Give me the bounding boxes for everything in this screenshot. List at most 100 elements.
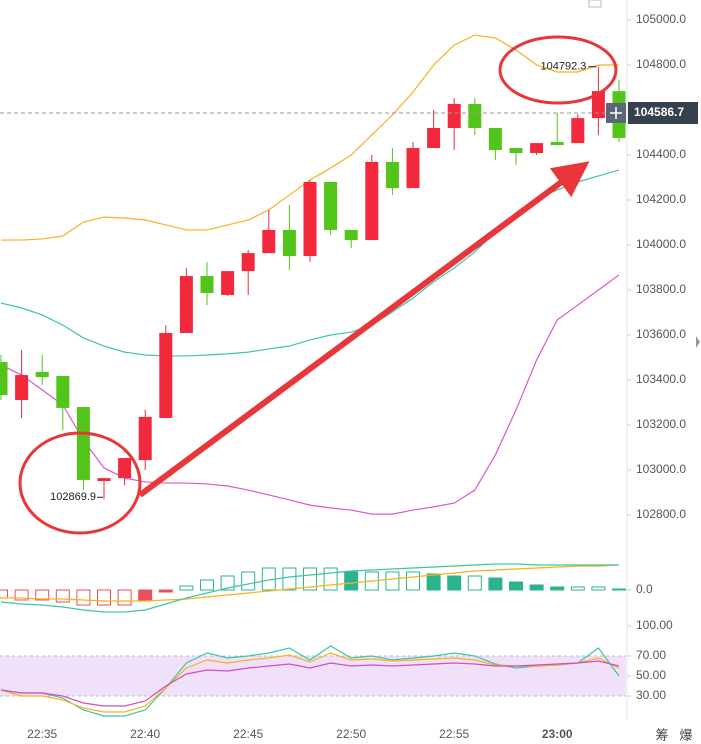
y-tick-label: 103200.0: [636, 417, 686, 431]
indicator-line: [1, 564, 620, 602]
indicator-line: [0, 660, 620, 707]
histogram-bar: [467, 575, 482, 591]
candle-body: [97, 478, 111, 482]
candle-body: [200, 276, 214, 293]
candle-body: [0, 362, 8, 396]
candle-body: [282, 229, 296, 257]
main-panel: [0, 34, 626, 717]
y-tick-label: 100.00: [636, 618, 673, 632]
histogram-bar: [282, 567, 297, 591]
candle-body: [530, 143, 544, 153]
indicator-line: [0, 274, 620, 515]
histogram-bar: [117, 589, 132, 606]
highlight-ellipse: [18, 431, 142, 535]
x-tick-label: 22:45: [233, 727, 263, 741]
histogram-bar: [138, 589, 153, 601]
histogram-bar: [200, 579, 214, 591]
last-price-box: [628, 101, 698, 124]
low-annotation: 102869.9: [50, 491, 96, 503]
candle-body: [303, 182, 317, 257]
x-tick-label: 23:00: [542, 727, 573, 741]
y-tick-label: 50.00: [636, 668, 666, 682]
candle-body: [385, 161, 399, 189]
histogram-bar: [241, 571, 256, 591]
indicator-line: [0, 645, 620, 717]
candle-body: [179, 276, 193, 333]
histogram-bar: [612, 588, 626, 591]
candle-body: [344, 229, 358, 241]
histogram-bar: [509, 581, 523, 591]
histogram-bar: [303, 567, 317, 591]
highlight-ellipse: [498, 35, 618, 105]
histogram-bar: [76, 589, 91, 606]
y-tick-label: 103400.0: [636, 372, 686, 386]
candle-body: [509, 148, 523, 153]
histogram-bar: [591, 586, 606, 591]
trend-arrow: [138, 161, 590, 498]
toolbar-button[interactable]: 爆: [679, 727, 692, 742]
histogram-bar: [529, 584, 544, 591]
histogram-bar: [14, 589, 29, 601]
y-tick-label: 103000.0: [636, 462, 686, 476]
last-price-label: 104586.7: [634, 105, 684, 119]
candle-body: [118, 458, 132, 479]
y-tick-label: 0.0: [636, 582, 653, 596]
histogram-bar: [488, 577, 503, 591]
candle-body: [324, 182, 338, 230]
candle-body: [571, 118, 585, 144]
candle-body: [76, 407, 90, 480]
histogram-bar: [570, 586, 585, 591]
candle-body: [447, 103, 461, 128]
high-annotation: 104792.3: [541, 61, 587, 73]
y-tick-label: 103600.0: [636, 327, 686, 341]
candle-body: [15, 375, 29, 401]
y-tick-label: 70.00: [636, 648, 666, 662]
candle-body: [591, 91, 605, 119]
corner-icon[interactable]: [588, 0, 602, 8]
candle-body: [159, 332, 173, 419]
histogram-bar: [97, 589, 111, 606]
histogram-bar: [158, 589, 173, 593]
histogram-bar: [35, 589, 50, 601]
histogram-bar: [344, 571, 359, 591]
histogram-bar: [55, 589, 70, 603]
candle-body: [365, 161, 379, 241]
candle-body: [35, 371, 49, 378]
band: [0, 656, 626, 696]
candle-body: [138, 416, 152, 461]
x-tick-label: 22:50: [336, 727, 366, 741]
candle-body: [468, 103, 482, 128]
y-tick-label: 104000.0: [636, 237, 686, 251]
candle-body: [241, 253, 255, 272]
y-tick-label: 30.00: [636, 688, 666, 702]
candle-body: [56, 375, 70, 408]
candle-body: [221, 271, 235, 295]
x-tick-label: 22:35: [27, 727, 57, 741]
histogram-bar: [426, 573, 441, 591]
y-tick-label: 102800.0: [636, 507, 686, 521]
crosshair-icon: [610, 106, 622, 119]
y-tick-label: 105000.0: [636, 12, 686, 26]
histogram-bar: [550, 586, 565, 591]
candle-body: [262, 229, 276, 254]
y-tick-label: 104400.0: [636, 147, 686, 161]
histogram-bar: [179, 585, 194, 591]
histogram-bar: [406, 571, 420, 591]
annotation-layer: 102869.9 104792.3: [18, 35, 618, 535]
indicator-line: [0, 563, 619, 613]
toolbar-button[interactable]: 筹: [655, 727, 668, 742]
x-tick-label: 22:40: [130, 727, 160, 741]
histogram-bar: [220, 575, 235, 591]
candle-body: [550, 141, 564, 146]
y-tick-label: 103800.0: [636, 282, 686, 296]
candle-body: [488, 128, 502, 151]
histogram-bar: [323, 567, 338, 591]
histogram-bar: [447, 575, 462, 591]
candle-body: [406, 148, 420, 189]
x-tick-label: 22:55: [439, 727, 469, 741]
y-tick-label: 104200.0: [636, 192, 686, 206]
histogram-bar: [385, 571, 400, 591]
side-handle[interactable]: [696, 336, 700, 348]
